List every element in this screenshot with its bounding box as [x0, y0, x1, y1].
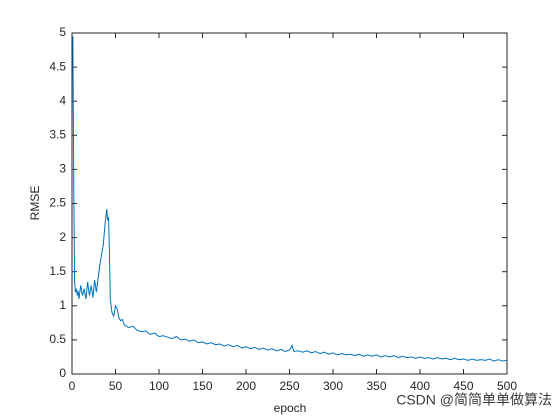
y-tick-label: 0.5	[49, 332, 66, 346]
y-tick-label: 3.5	[49, 127, 66, 141]
watermark: CSDN @简简单单做算法	[396, 392, 552, 408]
x-tick-label: 450	[453, 379, 473, 393]
x-tick-label: 200	[236, 379, 256, 393]
y-tick-label: 3	[59, 162, 66, 176]
x-tick-label: 500	[497, 379, 517, 393]
y-tick-label: 2.5	[49, 196, 66, 210]
x-tick-label: 250	[279, 379, 299, 393]
x-tick-label: 400	[410, 379, 430, 393]
x-tick-label: 100	[149, 379, 169, 393]
x-tick-label: 350	[366, 379, 386, 393]
y-tick-label: 5	[59, 25, 66, 39]
x-tick-label: 0	[69, 379, 76, 393]
plot-area	[71, 32, 508, 375]
y-tick-label: 1	[59, 298, 66, 312]
y-tick-label: 4.5	[49, 59, 66, 73]
y-tick-label: 2	[59, 230, 66, 244]
y-tick-label: 4	[59, 93, 66, 107]
x-tick-label: 300	[323, 379, 343, 393]
y-axis-label: RMSE	[28, 186, 42, 221]
y-tick-label: 0	[59, 366, 66, 380]
x-axis-label: epoch	[274, 401, 307, 415]
y-tick-label: 1.5	[49, 264, 66, 278]
x-tick-label: 150	[192, 379, 212, 393]
data-line	[72, 36, 508, 362]
x-tick-label: 50	[109, 379, 123, 393]
